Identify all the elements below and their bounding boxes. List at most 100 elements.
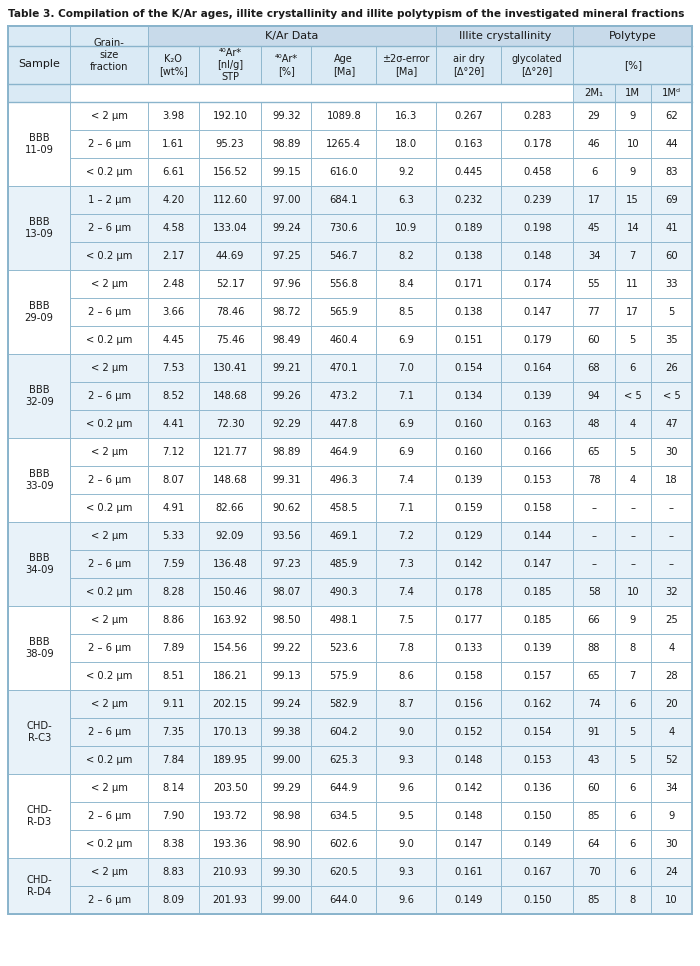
Bar <box>573 746 615 774</box>
Bar <box>71 26 148 84</box>
Bar <box>71 382 148 410</box>
Text: 0.148: 0.148 <box>454 755 483 765</box>
Bar <box>148 718 199 746</box>
Text: 34: 34 <box>588 251 601 261</box>
Text: 0.149: 0.149 <box>523 839 552 849</box>
Bar <box>148 578 199 606</box>
Bar <box>436 186 501 214</box>
Bar <box>376 550 436 578</box>
Text: 6: 6 <box>629 363 636 373</box>
Text: 7: 7 <box>629 671 636 681</box>
Bar <box>436 214 501 242</box>
Bar <box>71 298 148 326</box>
Bar <box>312 102 376 130</box>
Text: 625.3: 625.3 <box>330 755 358 765</box>
Text: 121.77: 121.77 <box>213 447 248 457</box>
Text: 565.9: 565.9 <box>330 307 358 317</box>
Text: 5: 5 <box>629 755 636 765</box>
Text: 17: 17 <box>587 195 601 205</box>
Bar <box>376 746 436 774</box>
Text: < 0.2 μm: < 0.2 μm <box>86 839 132 849</box>
Text: CHD-
R-D3: CHD- R-D3 <box>27 806 52 827</box>
Bar <box>261 438 312 466</box>
Text: 6.9: 6.9 <box>398 419 414 429</box>
Bar <box>71 606 148 634</box>
Text: 0.139: 0.139 <box>454 475 483 485</box>
Bar <box>148 130 199 158</box>
Bar <box>501 46 573 84</box>
Text: 8.7: 8.7 <box>398 699 414 709</box>
Bar <box>148 606 199 634</box>
Text: < 2 μm: < 2 μm <box>91 111 127 121</box>
Bar <box>312 242 376 270</box>
Text: 98.89: 98.89 <box>272 139 300 149</box>
Bar <box>573 410 615 438</box>
Bar <box>148 690 199 718</box>
Bar <box>312 578 376 606</box>
Bar <box>436 466 501 494</box>
Bar <box>261 186 312 214</box>
Text: 11: 11 <box>626 279 639 289</box>
Text: 8: 8 <box>629 643 636 653</box>
Text: 10: 10 <box>626 587 639 597</box>
Bar <box>261 830 312 858</box>
Text: CHD-
R-D4: CHD- R-D4 <box>27 875 52 896</box>
Bar <box>71 802 148 830</box>
Bar <box>148 522 199 550</box>
Bar <box>573 718 615 746</box>
Bar <box>261 158 312 186</box>
Bar <box>148 186 199 214</box>
Text: –: – <box>592 503 596 513</box>
Text: 66: 66 <box>587 615 601 625</box>
Text: 99.22: 99.22 <box>272 643 301 653</box>
Bar <box>501 130 573 158</box>
Text: ±2σ-error
[Ma]: ±2σ-error [Ma] <box>382 54 430 75</box>
Text: 30: 30 <box>665 839 678 849</box>
Text: 156.52: 156.52 <box>213 167 248 177</box>
Text: 2 – 6 μm: 2 – 6 μm <box>88 727 131 737</box>
Text: 0.152: 0.152 <box>454 727 483 737</box>
Bar <box>501 242 573 270</box>
Text: 99.38: 99.38 <box>272 727 300 737</box>
Bar <box>651 242 692 270</box>
Bar <box>573 26 692 46</box>
Text: 7.53: 7.53 <box>162 363 185 373</box>
Bar <box>261 410 312 438</box>
Bar <box>261 634 312 662</box>
Text: 2 – 6 μm: 2 – 6 μm <box>88 643 131 653</box>
Text: 4: 4 <box>668 643 675 653</box>
Bar <box>376 382 436 410</box>
Text: 0.185: 0.185 <box>523 587 552 597</box>
Bar <box>376 130 436 158</box>
Bar <box>436 382 501 410</box>
Bar <box>651 102 692 130</box>
Bar <box>199 774 261 802</box>
Bar <box>651 718 692 746</box>
Bar <box>199 354 261 382</box>
Text: 2.48: 2.48 <box>162 279 184 289</box>
Bar <box>651 298 692 326</box>
Bar <box>376 354 436 382</box>
Bar <box>573 354 615 382</box>
Bar <box>376 186 436 214</box>
Bar <box>615 214 651 242</box>
Bar <box>436 886 501 914</box>
Text: 99.00: 99.00 <box>272 755 300 765</box>
Text: 546.7: 546.7 <box>330 251 358 261</box>
Text: 7.84: 7.84 <box>162 755 184 765</box>
Bar <box>376 214 436 242</box>
Text: 95.23: 95.23 <box>216 139 244 149</box>
Bar <box>376 270 436 298</box>
Text: 6.9: 6.9 <box>398 335 414 345</box>
Text: 0.147: 0.147 <box>523 307 552 317</box>
Bar <box>501 326 573 354</box>
Text: 0.142: 0.142 <box>454 783 483 793</box>
Bar <box>199 522 261 550</box>
Text: 154.56: 154.56 <box>213 643 248 653</box>
Bar <box>199 718 261 746</box>
Bar <box>376 718 436 746</box>
Text: 447.8: 447.8 <box>330 419 358 429</box>
Bar <box>199 214 261 242</box>
Bar <box>615 102 651 130</box>
Bar <box>436 270 501 298</box>
